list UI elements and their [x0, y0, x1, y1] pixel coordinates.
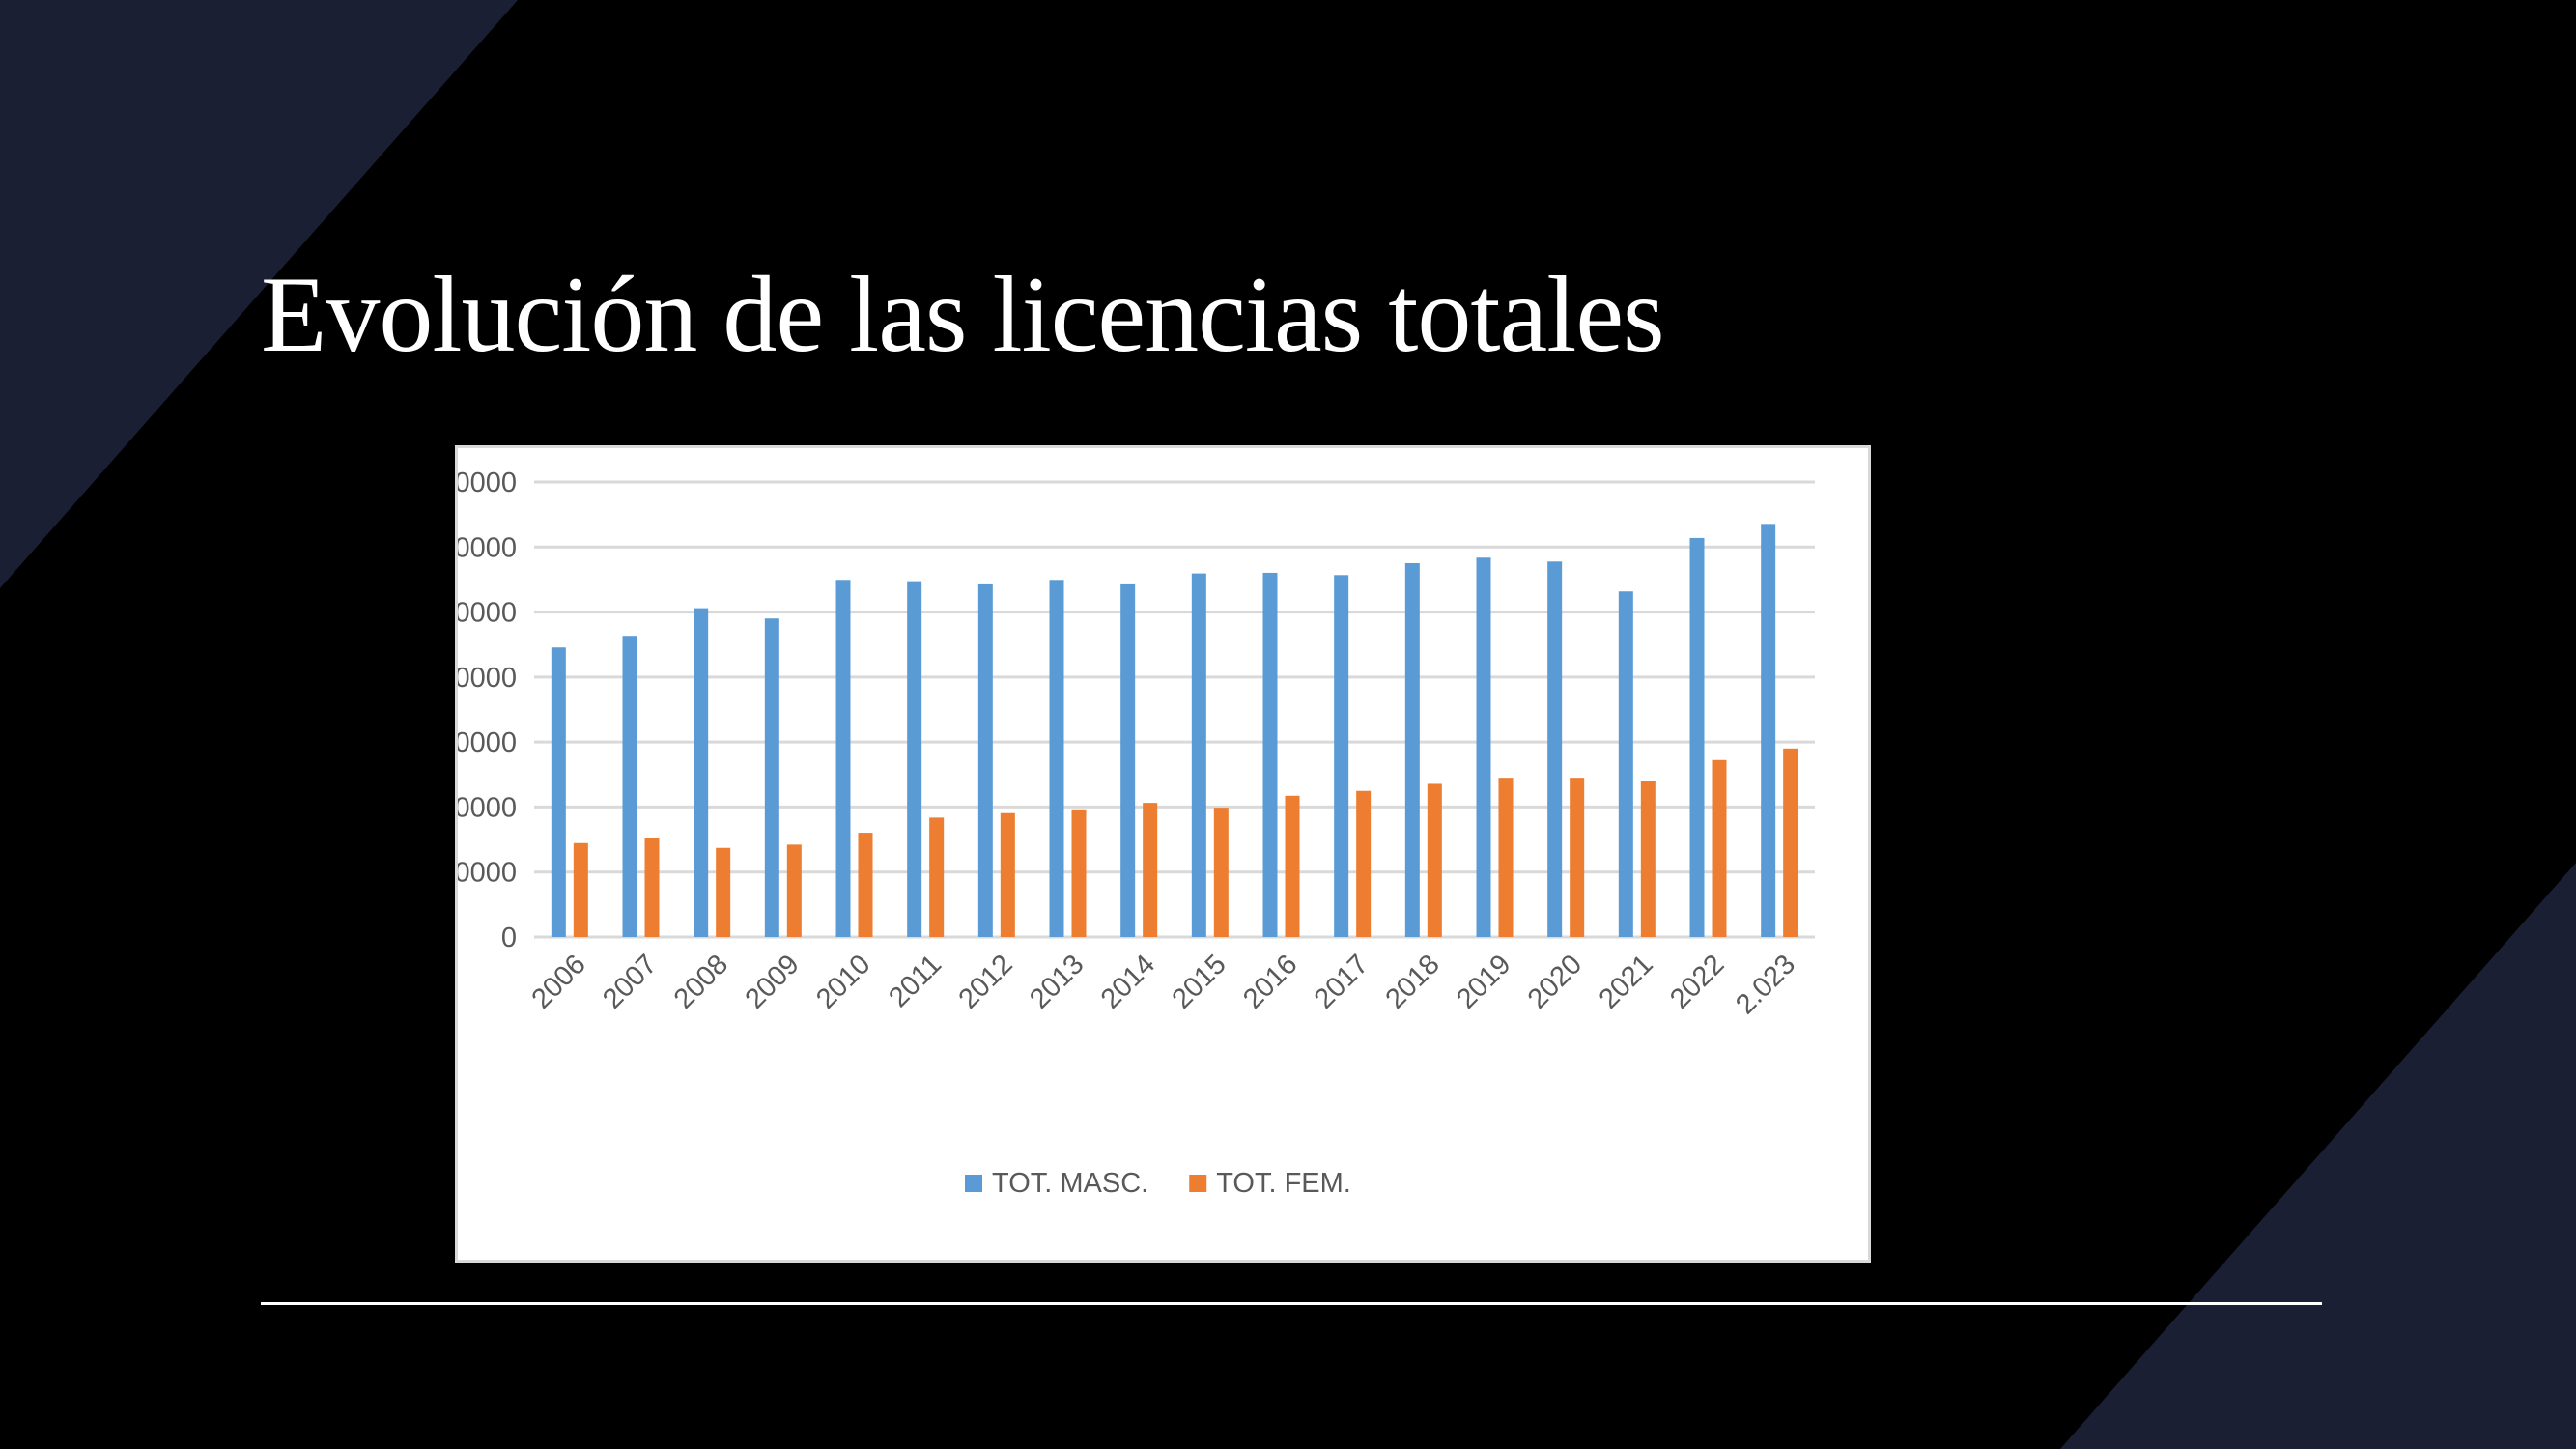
bar-fem-2006	[573, 842, 588, 937]
y-tick-label: 30000	[458, 727, 517, 758]
bar-fem-2022	[1712, 759, 1727, 937]
y-tick-label: 20000	[458, 792, 517, 823]
bar-fem-2019	[1498, 778, 1514, 937]
bar-masc-2009	[764, 618, 779, 937]
bar-masc-2007	[622, 636, 637, 937]
x-tick-label: 2018	[1380, 949, 1446, 1014]
x-tick-label: 2011	[883, 949, 948, 1013]
x-tick-label: 2016	[1237, 949, 1303, 1014]
bar-masc-2016	[1262, 572, 1278, 937]
top-left-accent-shape	[0, 0, 518, 588]
x-tick-label: 2021	[1594, 949, 1659, 1014]
x-tick-label: 2015	[1167, 949, 1232, 1014]
x-tick-label: 2020	[1522, 949, 1588, 1014]
bar-fem-2008	[716, 847, 731, 937]
bar-masc-2008	[694, 608, 709, 937]
bar-masc-2018	[1404, 562, 1420, 937]
y-tick-label: 10000	[458, 858, 517, 889]
legend-label: TOT. FEM.	[1216, 1168, 1351, 1199]
bar-fem-2011	[929, 817, 945, 937]
bar-fem-2009	[786, 844, 802, 937]
bar-fem-2013	[1071, 809, 1087, 937]
x-tick-label: 2007	[597, 949, 663, 1014]
bar-fem-2017	[1356, 790, 1372, 937]
horizontal-divider	[261, 1302, 2322, 1305]
bottom-right-accent-shape	[2060, 863, 2576, 1449]
bar-fem-2010	[858, 833, 873, 937]
bar-fem-2014	[1143, 803, 1158, 937]
bar-masc-2022	[1689, 537, 1705, 937]
x-tick-label: 2010	[810, 949, 876, 1014]
bar-masc-2020	[1547, 561, 1563, 937]
x-tick-label: 2012	[953, 949, 1019, 1014]
bar-masc-2012	[977, 583, 993, 937]
bar-masc-2014	[1120, 583, 1136, 937]
bar-masc-2021	[1618, 591, 1633, 937]
bar-masc-2015	[1191, 573, 1206, 937]
slide-title: Evolución de las licencias totales	[261, 255, 1665, 375]
bar-fem-2018	[1427, 783, 1442, 937]
bar-fem-2020	[1570, 778, 1585, 937]
chart-container: 0 10000 20000 30000 40000 50000 60000 70000 2006…	[455, 445, 1871, 1263]
bar-masc-2019	[1476, 557, 1491, 937]
y-tick-label: 40000	[458, 663, 517, 694]
x-tick-label: 2014	[1095, 949, 1161, 1014]
x-tick-label: 2019	[1451, 949, 1516, 1014]
bar-masc-2006	[551, 647, 566, 937]
bar-fem-2012	[1000, 812, 1015, 937]
bar-fem-2016	[1285, 795, 1300, 937]
bar-fem-2.023	[1783, 748, 1798, 937]
x-tick-label: 2008	[668, 949, 734, 1014]
bar-masc-2011	[907, 581, 922, 937]
x-tick-label: 2017	[1309, 949, 1374, 1014]
legend-label: TOT. MASC.	[992, 1168, 1148, 1199]
bar-fem-2021	[1640, 781, 1656, 937]
legend-swatch	[965, 1175, 982, 1192]
y-tick-label: 0	[501, 923, 517, 953]
bar-masc-2017	[1334, 575, 1349, 937]
bar-chart: 0 10000 20000 30000 40000 50000 60000 70000 2006…	[458, 468, 1815, 1199]
y-tick-label: 70000	[458, 468, 517, 498]
x-tick-label: 2.023	[1730, 949, 1801, 1020]
y-tick-label: 60000	[458, 532, 517, 563]
bar-fem-2007	[644, 838, 660, 937]
x-tick-label: 2009	[740, 949, 806, 1014]
legend-swatch	[1189, 1175, 1207, 1192]
x-tick-label: 2013	[1024, 949, 1090, 1014]
bar-fem-2015	[1213, 808, 1229, 937]
x-tick-label: 2022	[1664, 949, 1730, 1014]
bar-masc-2010	[835, 580, 851, 937]
bar-masc-2013	[1049, 580, 1064, 937]
x-tick-label: 2006	[526, 949, 592, 1014]
y-tick-label: 50000	[458, 598, 517, 629]
bar-masc-2.023	[1761, 524, 1776, 937]
